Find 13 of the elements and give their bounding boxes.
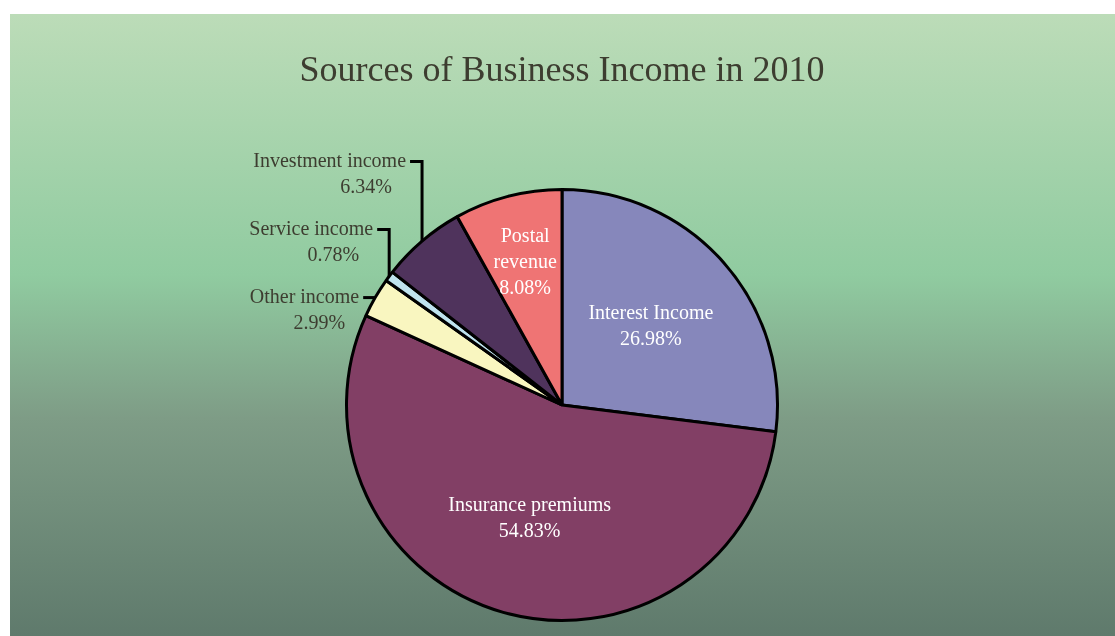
slice-label: Insurance premiums [448,493,612,517]
data-label: 54.83% [498,519,561,542]
slice-label: Other income [249,284,360,307]
data-label: 8.08% [499,276,552,299]
slice-label: Interest Income [588,300,714,323]
chart-title: Sources of Business Income in 2010 [299,49,825,90]
data-label: 6.34% [340,174,393,197]
data-label: 26.98% [620,326,682,349]
slice-label: Investment income [253,148,407,171]
slice-label: Service income [249,216,374,239]
slice-label: Postal revenue [493,224,557,273]
data-label: 0.78% [307,242,360,265]
data-label: 2.99% [293,310,346,333]
